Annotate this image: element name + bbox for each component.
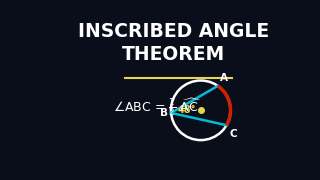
Text: INSCRIBED ANGLE: INSCRIBED ANGLE xyxy=(78,22,269,41)
Text: THEOREM: THEOREM xyxy=(122,45,225,64)
Text: C: C xyxy=(229,129,237,139)
Text: $\angle$ABC = $\frac{1}{2}$ $\widehat{\rm AC}$: $\angle$ABC = $\frac{1}{2}$ $\widehat{\r… xyxy=(113,97,201,118)
Text: B: B xyxy=(160,108,168,118)
Text: A: A xyxy=(220,73,228,83)
Text: 48°: 48° xyxy=(178,105,196,115)
